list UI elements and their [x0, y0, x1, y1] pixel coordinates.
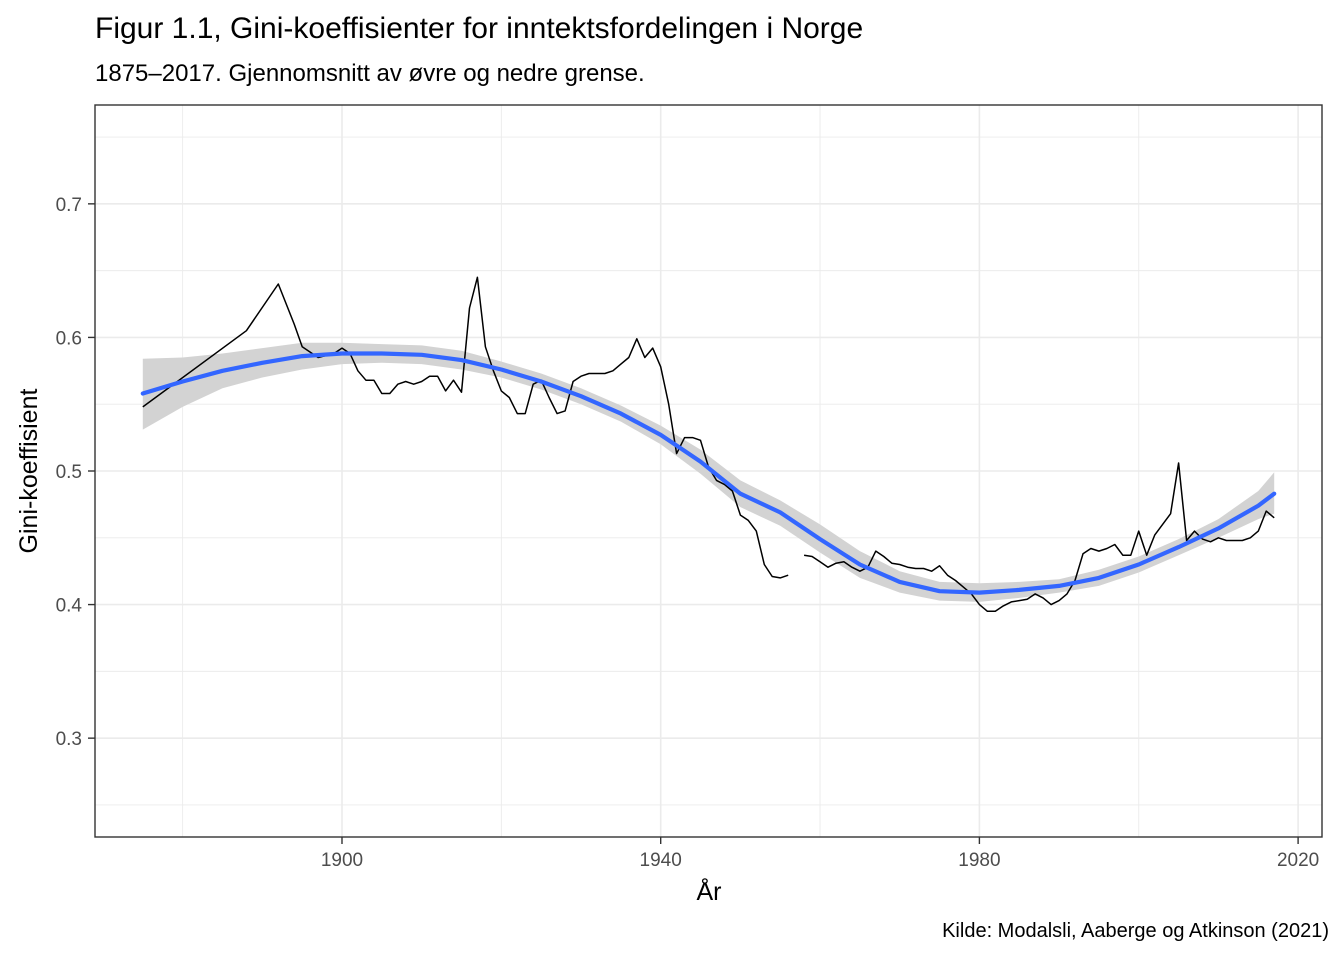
y-axis: 0.3 0.4 0.5 0.6 0.7 — [56, 195, 95, 750]
x-axis-label: År — [697, 876, 722, 906]
y-axis-label: Gini-koeffisient — [15, 389, 43, 554]
confidence-band-area — [142, 342, 1275, 602]
x-tick-label: 1900 — [321, 850, 363, 871]
y-tick-label: 0.7 — [56, 195, 82, 216]
y-tick-label: 0.3 — [56, 729, 82, 750]
major-grid — [95, 105, 1322, 837]
x-axis: 1900 1940 1980 2020 — [321, 837, 1319, 871]
y-tick-label: 0.4 — [56, 596, 83, 617]
y-tick-label: 0.6 — [56, 328, 82, 349]
chart-title: Figur 1.1, Gini-koeffisienter for inntek… — [95, 12, 864, 45]
chart-subtitle: 1875–2017. Gjennomsnitt av øvre og nedre… — [95, 60, 645, 87]
x-tick-label: 1980 — [958, 850, 1000, 871]
smoothed-trend-line — [140, 351, 1277, 595]
x-tick-label: 1940 — [640, 850, 682, 871]
y-tick-label: 0.5 — [56, 462, 82, 483]
smoothed-trend-series — [140, 351, 1277, 595]
x-tick-label: 2020 — [1277, 850, 1319, 871]
observed-line-segment — [803, 462, 1275, 613]
confidence-band — [142, 342, 1275, 602]
source-caption: Kilde: Modalsli, Aaberge og Atkinson (20… — [942, 920, 1329, 942]
